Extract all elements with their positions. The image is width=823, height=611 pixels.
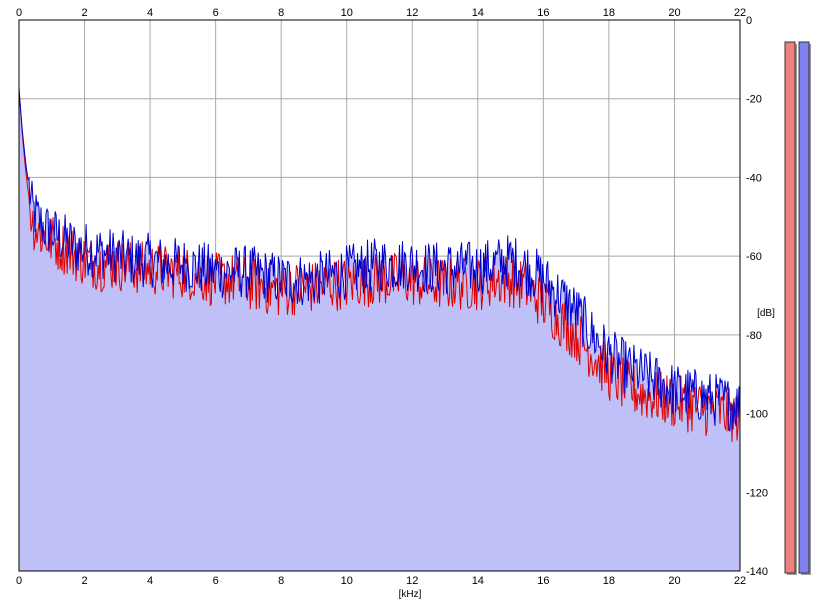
level-meter-bar <box>784 41 796 574</box>
x-tick-label-top: 4 <box>147 7 153 19</box>
y-tick-label: -40 <box>746 172 762 184</box>
x-tick-label-bottom: 22 <box>734 575 746 587</box>
plot-frame <box>18 19 741 572</box>
x-tick-label-bottom: 20 <box>668 575 680 587</box>
x-tick-labels-top: 0 2 4 6 8 10 12 14 16 18 20 22 <box>16 7 746 19</box>
x-tick-labels-bottom: 0 2 4 6 8 10 12 14 16 18 20 22 <box>16 575 746 587</box>
y-axis-unit-label: [dB] <box>757 308 775 319</box>
y-tick-labels: 0 -20 -40 -60 -80 -100 -120 -140 <box>746 15 768 578</box>
x-tick-label-bottom: 18 <box>603 575 615 587</box>
y-tick-label: -140 <box>746 566 768 578</box>
x-tick-label-top: 0 <box>16 7 22 19</box>
level-meter-bar <box>798 41 810 574</box>
x-tick-label-top: 22 <box>734 7 746 19</box>
x-tick-label-top: 8 <box>278 7 284 19</box>
x-tick-label-bottom: 2 <box>81 575 87 587</box>
x-axis-unit-label: [kHz] <box>399 589 422 600</box>
x-tick-label-bottom: 8 <box>278 575 284 587</box>
y-tick-label: -60 <box>746 251 762 263</box>
y-tick-label: -80 <box>746 330 762 342</box>
x-tick-label-bottom: 16 <box>537 575 549 587</box>
x-tick-label-top: 10 <box>341 7 353 19</box>
x-tick-label-bottom: 0 <box>16 575 22 587</box>
x-tick-label-bottom: 12 <box>406 575 418 587</box>
series-line-blue <box>18 90 741 432</box>
area-fill-shape <box>19 90 740 572</box>
x-tick-label-top: 16 <box>537 7 549 19</box>
y-tick-label: -120 <box>746 487 768 499</box>
spectrum-area-fill <box>19 90 740 572</box>
level-meters <box>784 41 811 575</box>
x-tick-label-top: 2 <box>81 7 87 19</box>
x-tick-label-top: 14 <box>472 7 484 19</box>
x-tick-label-top: 18 <box>603 7 615 19</box>
y-tick-label: -20 <box>746 94 762 106</box>
x-tick-label-top: 12 <box>406 7 418 19</box>
x-tick-label-top: 20 <box>668 7 680 19</box>
x-tick-label-bottom: 4 <box>147 575 153 587</box>
x-tick-label-bottom: 6 <box>213 575 219 587</box>
y-tick-label: -100 <box>746 409 768 421</box>
series-lines <box>18 19 741 572</box>
x-tick-label-top: 6 <box>213 7 219 19</box>
x-tick-label-bottom: 14 <box>472 575 484 587</box>
y-tick-label: 0 <box>746 15 752 27</box>
x-tick-label-bottom: 10 <box>341 575 353 587</box>
